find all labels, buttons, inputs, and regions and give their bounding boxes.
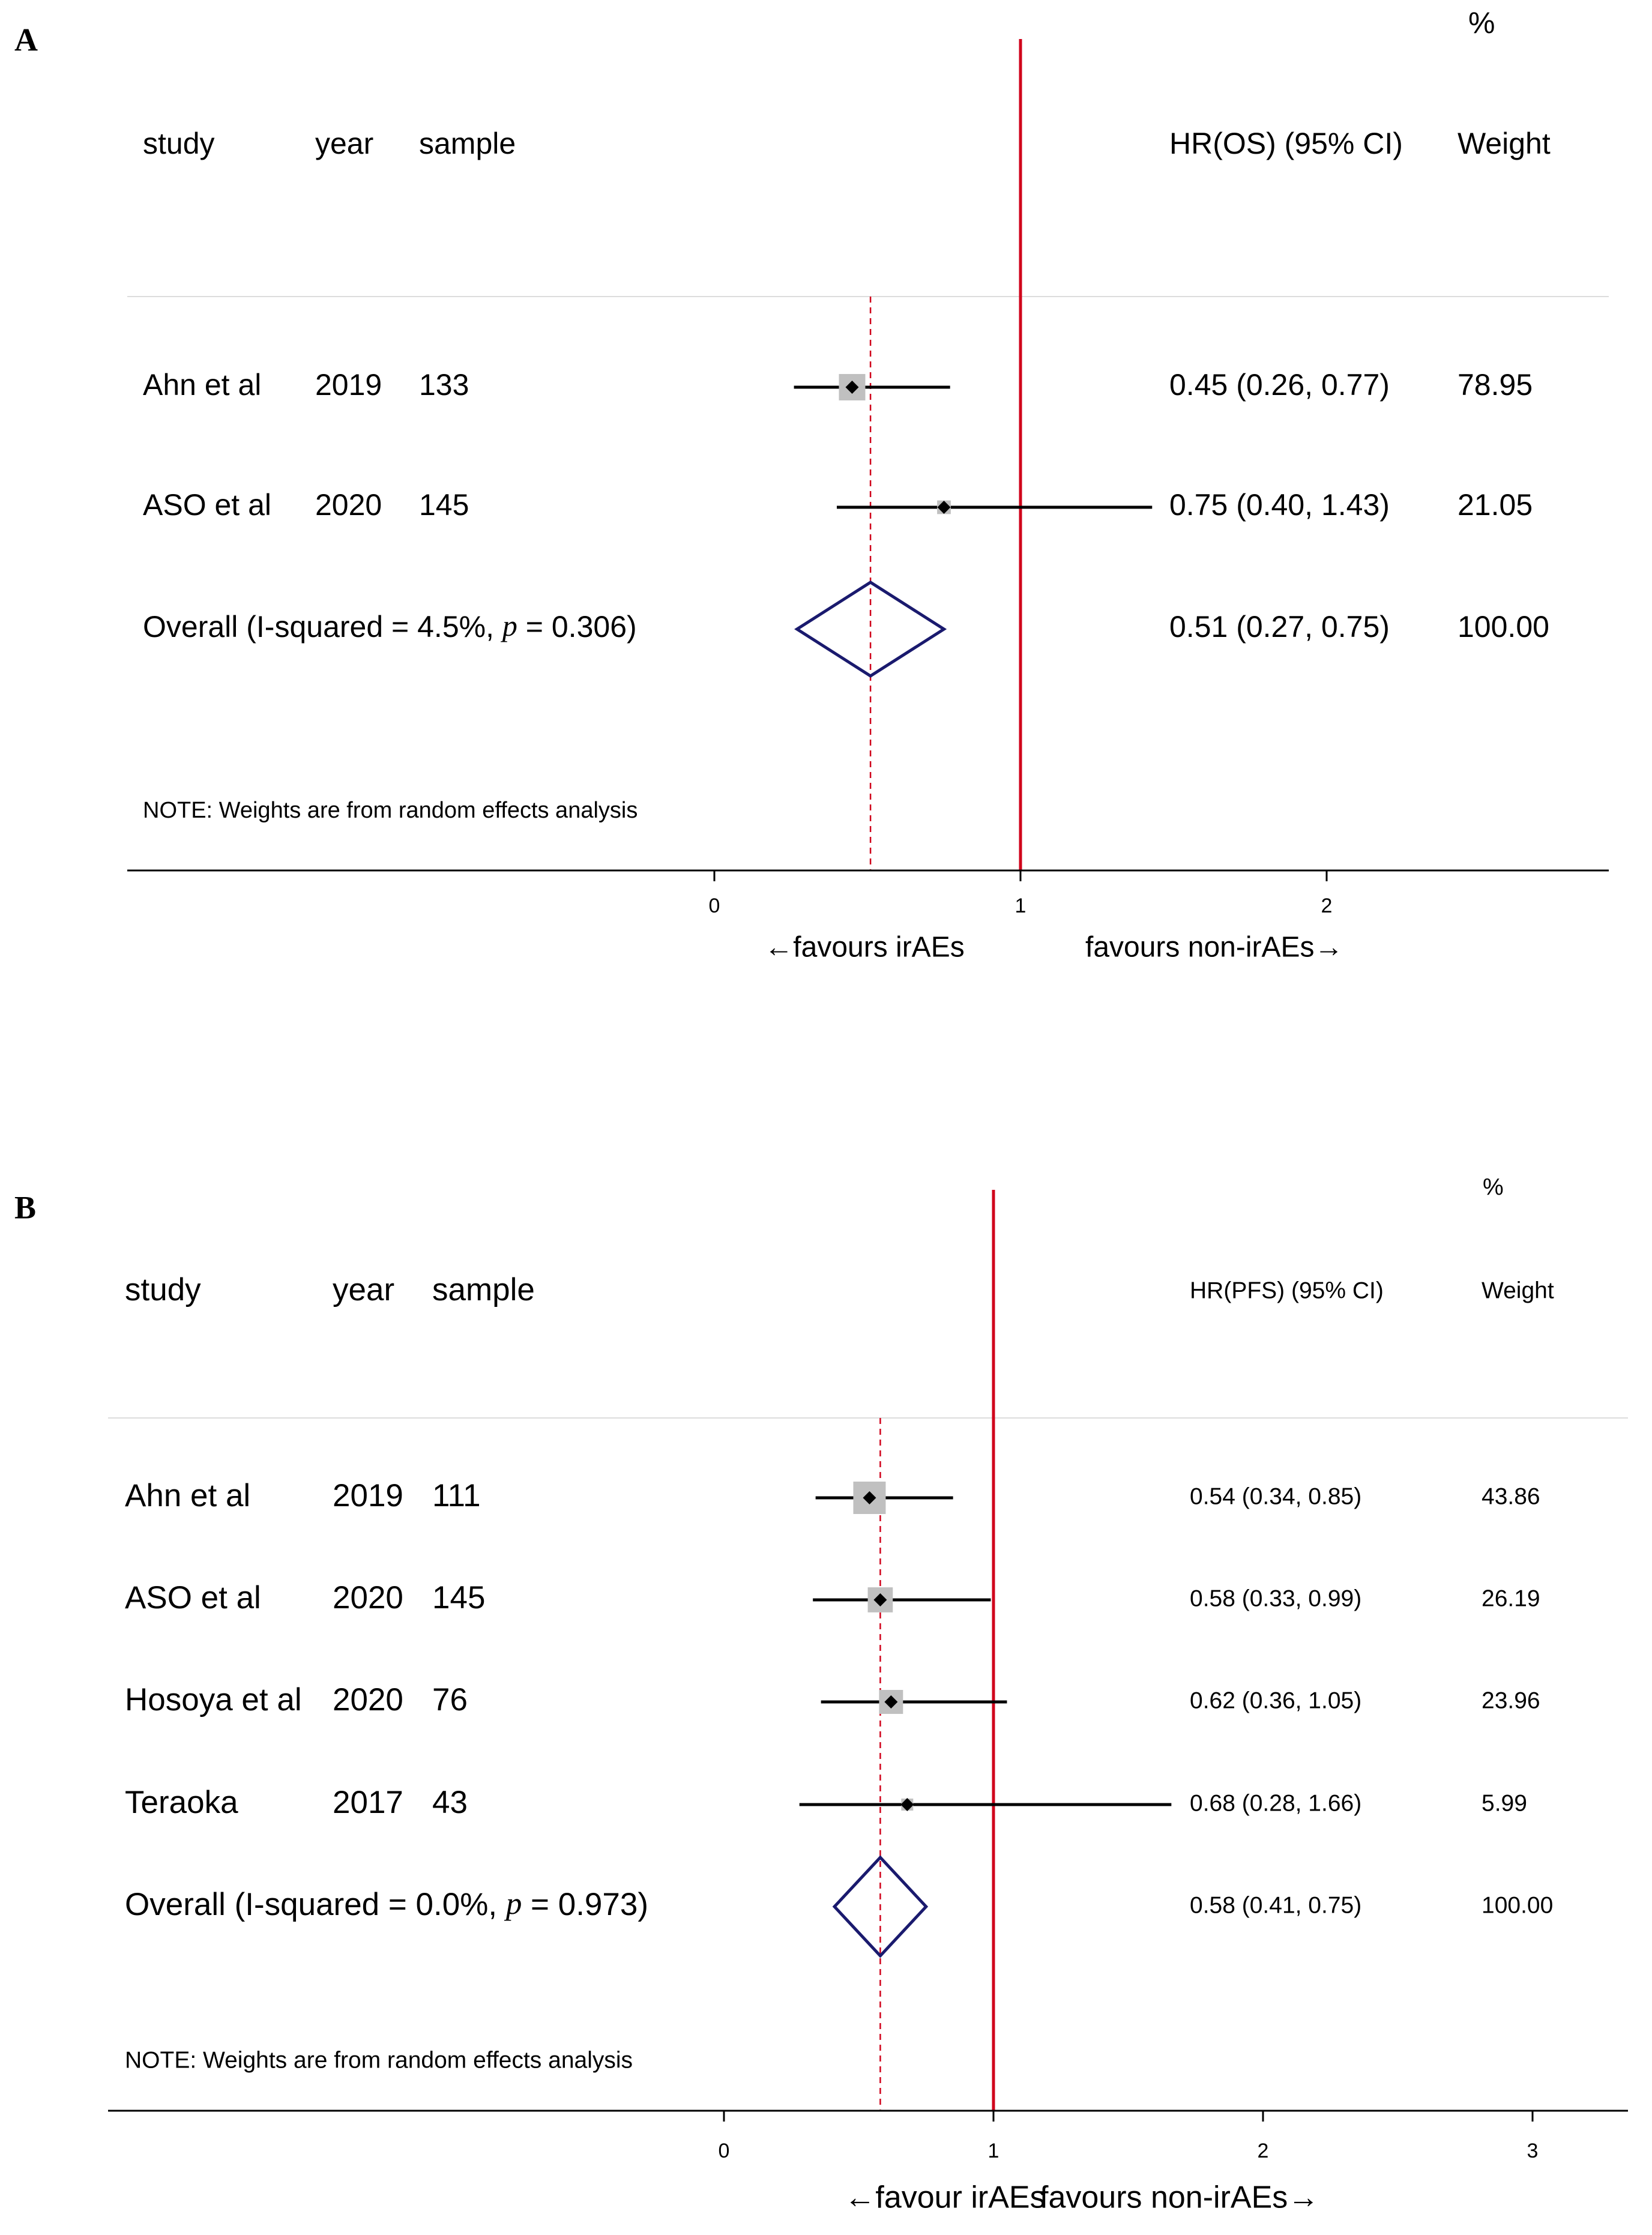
point-estimate — [900, 1798, 914, 1811]
header-sample: sample — [419, 127, 516, 160]
study-year: 2017 — [333, 1785, 403, 1820]
study-row: Teraoka 2017 43 0.68 (0.28, 1.66) 5.99 — [125, 1785, 1527, 1820]
study-name: ASO et al — [125, 1580, 261, 1615]
study-name: Teraoka — [125, 1785, 238, 1820]
favours-right-label: favours non-irAEs→ — [1040, 2180, 1319, 2215]
study-name: Hosoya et al — [125, 1682, 302, 1718]
header-weight-unit: % — [1468, 6, 1495, 40]
study-year: 2019 — [315, 368, 382, 402]
weight-text: 43.86 — [1482, 1483, 1540, 1509]
overall-label: Overall (I-squared = 4.5%, p = 0.306) — [143, 609, 637, 644]
weight-text: 21.05 — [1458, 488, 1533, 522]
study-sample: 43 — [432, 1785, 468, 1820]
point-estimate — [863, 1491, 876, 1504]
header-weight-unit: % — [1483, 1174, 1504, 1200]
point-estimate — [884, 1695, 898, 1709]
weight-text: 23.96 — [1482, 1688, 1540, 1713]
overall-effect-text: 0.58 (0.41, 0.75) — [1190, 1892, 1361, 1918]
header-year: year — [315, 127, 373, 160]
header-study: study — [143, 127, 215, 160]
favours-left-label: ←favour irAEs — [844, 2180, 1045, 2215]
overall-row: Overall (I-squared = 0.0%, p = 0.973) 0.5… — [125, 1855, 1553, 1958]
study-row: Ahn et al 2019 133 0.45 (0.26, 0.77) 78.95 — [143, 368, 1533, 402]
overall-label: Overall (I-squared = 0.0%, p = 0.973) — [125, 1886, 648, 1922]
effect-text: 0.75 (0.40, 1.43) — [1169, 488, 1390, 522]
study-row: Ahn et al 2019 111 0.54 (0.34, 0.85) 43.86 — [125, 1478, 1540, 1514]
x-tick-label: 1 — [988, 2140, 999, 2162]
point-estimate — [937, 501, 951, 514]
analysis-note: NOTE: Weights are from random effects an… — [125, 2047, 633, 2073]
overall-diamond — [832, 1855, 929, 1958]
panel-label: A — [14, 22, 38, 58]
x-tick-label: 1 — [1015, 894, 1026, 917]
overall-diamond — [794, 581, 947, 678]
favours-left-label: ←favours irAEs — [764, 932, 964, 964]
overall-effect-text: 0.51 (0.27, 0.75) — [1169, 610, 1390, 644]
overall-row: Overall (I-squared = 4.5%, p = 0.306) 0.5… — [143, 581, 1549, 678]
study-sample: 133 — [419, 368, 469, 402]
overall-weight-text: 100.00 — [1458, 610, 1549, 644]
header-weight: Weight — [1482, 1277, 1554, 1303]
study-sample: 76 — [432, 1682, 468, 1718]
weight-text: 26.19 — [1482, 1585, 1540, 1611]
favours-right-label: favours non-irAEs→ — [1085, 932, 1343, 964]
point-estimate — [845, 381, 859, 394]
study-sample: 111 — [432, 1478, 481, 1513]
effect-text: 0.58 (0.33, 0.99) — [1190, 1585, 1361, 1611]
study-sample: 145 — [432, 1580, 485, 1615]
study-name: Ahn et al — [143, 368, 261, 402]
effect-text: 0.54 (0.34, 0.85) — [1190, 1483, 1361, 1509]
analysis-note: NOTE: Weights are from random effects an… — [143, 798, 638, 823]
weight-text: 78.95 — [1458, 368, 1533, 402]
header-weight: Weight — [1458, 127, 1551, 160]
x-tick-label: 0 — [719, 2140, 730, 2162]
study-year: 2020 — [333, 1580, 403, 1615]
study-name: Ahn et al — [125, 1478, 250, 1513]
x-tick-label: 0 — [709, 894, 720, 917]
header-sample: sample — [432, 1272, 535, 1308]
study-row: ASO et al 2020 145 0.58 (0.33, 0.99) 26.19 — [125, 1580, 1540, 1615]
study-name: ASO et al — [143, 488, 271, 522]
study-row: ASO et al 2020 145 0.75 (0.40, 1.43) 21.05 — [143, 488, 1533, 522]
study-row: Hosoya et al 2020 76 0.62 (0.36, 1.05) 23.96 — [125, 1682, 1540, 1718]
overall-weight-text: 100.00 — [1482, 1892, 1553, 1918]
effect-text: 0.68 (0.28, 1.66) — [1190, 1790, 1361, 1816]
weight-text: 5.99 — [1482, 1790, 1527, 1816]
point-estimate — [873, 1593, 887, 1606]
study-year: 2019 — [333, 1478, 403, 1513]
study-year: 2020 — [315, 488, 382, 522]
header-year: year — [333, 1272, 394, 1308]
x-tick-label: 2 — [1321, 894, 1333, 917]
effect-text: 0.45 (0.26, 0.77) — [1169, 368, 1390, 402]
header-effect: HR(OS) (95% CI) — [1169, 127, 1403, 160]
study-sample: 145 — [419, 488, 469, 522]
study-year: 2020 — [333, 1682, 403, 1718]
header-study: study — [125, 1272, 201, 1308]
x-tick-label: 3 — [1527, 2140, 1539, 2162]
panel-label: B — [14, 1189, 36, 1225]
header-effect: HR(PFS) (95% CI) — [1190, 1277, 1384, 1303]
effect-text: 0.62 (0.36, 1.05) — [1190, 1688, 1361, 1713]
x-tick-label: 2 — [1258, 2140, 1269, 2162]
